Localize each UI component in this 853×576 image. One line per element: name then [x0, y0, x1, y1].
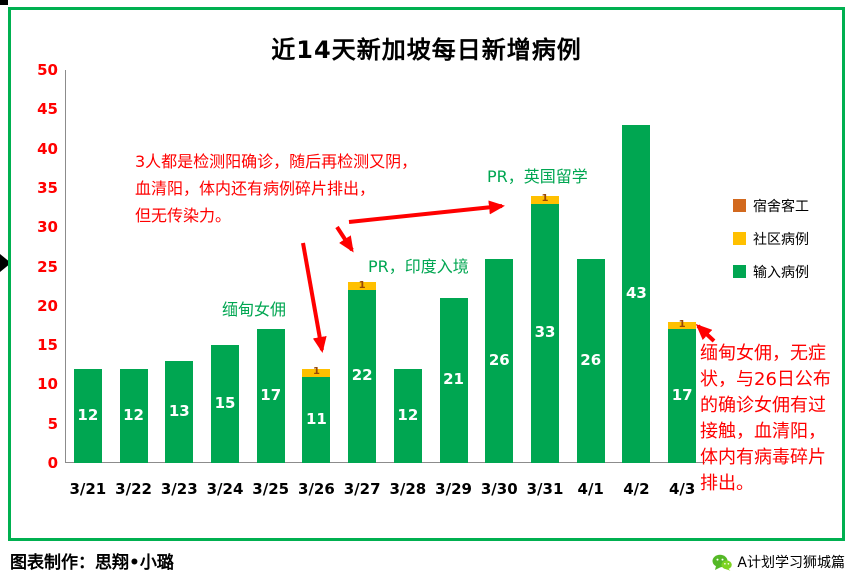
- legend-item: 输入病例: [733, 262, 809, 281]
- bar-segment-输入病例: [256, 329, 285, 463]
- chart-title: 近14天新加坡每日新增病例: [271, 36, 582, 64]
- bar-segment-输入病例: [73, 368, 102, 463]
- x-axis-tick-label: 3/27: [343, 480, 381, 498]
- x-axis-tick-label: 4/3: [668, 480, 696, 498]
- bar-segment-社区病例: [668, 321, 697, 330]
- bar-segment-输入病例: [531, 203, 559, 463]
- legend-swatch: [733, 232, 746, 245]
- bar-segment-输入病例: [576, 258, 605, 463]
- bar-value-label: 17: [260, 385, 282, 404]
- y-axis-tick-label: 20: [37, 296, 58, 315]
- bar-segment-输入病例: [302, 376, 331, 463]
- annotation-pr-uk-label: PR，英国留学: [487, 167, 588, 186]
- x-axis-tick-label: 3/31: [526, 480, 564, 498]
- annotation-maid-detail-note: 缅甸女佣，无症状，与26日公布的确诊女佣有过接触，血清阳，体内有病毒碎片排出。: [700, 343, 831, 494]
- legend-swatch: [733, 265, 746, 278]
- bar-segment-输入病例: [393, 368, 422, 463]
- bar-segment-输入病例: [668, 329, 697, 463]
- legend-label: 社区病例: [753, 231, 809, 248]
- legend: 宿舍客工社区病例输入病例: [733, 196, 809, 295]
- bar-value-label: 12: [77, 405, 99, 424]
- bar-value-label: 26: [580, 350, 602, 369]
- x-axis-tick-label: 3/26: [298, 480, 335, 498]
- x-axis-tick-label: 3/28: [389, 480, 427, 498]
- annotation-myanmar-maid-label: 缅甸女佣: [222, 300, 287, 319]
- y-axis-tick-label: 30: [37, 218, 58, 237]
- bar-segment-输入病例: [439, 297, 468, 463]
- bar-value-label: 13: [168, 401, 190, 420]
- y-axis-tick-label: 10: [37, 375, 58, 394]
- bar-value-label: 12: [123, 405, 144, 424]
- y-axis-tick-label: 25: [37, 257, 58, 276]
- x-axis-tick-label: 4/2: [623, 480, 650, 498]
- y-axis-tick-label: 50: [37, 61, 58, 79]
- bar-value-label: 1: [312, 366, 320, 378]
- bar-value-label: 26: [488, 350, 510, 369]
- bar-value-label: 43: [625, 283, 647, 302]
- bar-segment-输入病例: [348, 290, 377, 463]
- bar-value-label: 11: [305, 409, 327, 428]
- watermark-text: A计划学习狮城篇: [737, 555, 845, 571]
- bar-value-label: 1: [678, 318, 686, 330]
- legend-swatch: [733, 199, 746, 212]
- legend-label: 输入病例: [753, 264, 809, 281]
- bar-segment-社区病例: [531, 195, 559, 204]
- bar-segment-输入病例: [165, 360, 194, 463]
- legend-label: 宿舍客工: [753, 198, 809, 215]
- bar-segment-社区病例: [302, 368, 331, 377]
- y-axis-tick-label: 5: [47, 414, 58, 433]
- bar-segment-输入病例: [211, 345, 239, 463]
- bar-value-label: 21: [443, 370, 464, 389]
- legend-item: 社区病例: [733, 229, 809, 248]
- annotation-pr-india-label: PR，印度入境: [368, 257, 469, 276]
- x-axis-tick-label: 3/24: [206, 480, 244, 498]
- screen-artifact-play-icon: [0, 254, 11, 272]
- bar-value-label: 22: [351, 366, 373, 385]
- x-axis-tick-label: 3/21: [69, 480, 107, 498]
- y-axis-tick-label: 40: [37, 139, 58, 158]
- y-axis-tick-label: 15: [37, 336, 58, 355]
- y-axis-tick-label: 35: [37, 178, 58, 197]
- bar-segment-社区病例: [348, 282, 377, 291]
- x-axis-tick-label: 3/29: [435, 480, 472, 498]
- bar-segment-输入病例: [622, 125, 651, 463]
- watermark: A计划学习狮城篇: [712, 552, 845, 572]
- legend-item: 宿舍客工: [733, 196, 809, 215]
- annotation-retest-note: 3人都是检测阳确诊，随后再检测又阴， 血清阳，体内还有病例碎片排出， 但无传染力…: [135, 152, 418, 225]
- bar-value-label: 1: [541, 193, 549, 205]
- x-axis-tick-label: 3/23: [160, 480, 198, 498]
- chart-frame: [8, 7, 845, 541]
- screen-artifact-corner: [0, 0, 8, 5]
- bar-value-label: 1: [358, 279, 366, 291]
- y-axis-tick-label: 0: [47, 454, 58, 472]
- bar-value-label: 15: [214, 393, 236, 412]
- x-axis-tick-label: 3/25: [252, 480, 290, 498]
- bar-value-label: 33: [534, 323, 556, 342]
- bar-value-label: 12: [397, 405, 419, 424]
- bar-segment-输入病例: [119, 368, 148, 463]
- x-axis-tick-label: 3/30: [480, 480, 518, 498]
- x-axis-tick-label: 3/22: [115, 480, 152, 498]
- plot-area: [65, 70, 705, 463]
- bar-segment-输入病例: [485, 258, 514, 463]
- wechat-icon: [712, 554, 733, 571]
- y-axis-tick-label: 45: [37, 100, 58, 119]
- credit-text: 图表制作：思翔•小璐: [10, 553, 174, 573]
- x-axis-tick-label: 4/1: [577, 480, 604, 498]
- bar-value-label: 17: [671, 385, 693, 404]
